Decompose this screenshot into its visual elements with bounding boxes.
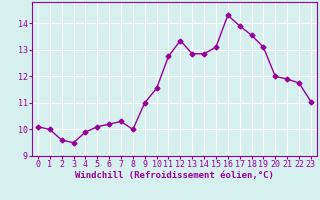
X-axis label: Windchill (Refroidissement éolien,°C): Windchill (Refroidissement éolien,°C): [75, 171, 274, 180]
